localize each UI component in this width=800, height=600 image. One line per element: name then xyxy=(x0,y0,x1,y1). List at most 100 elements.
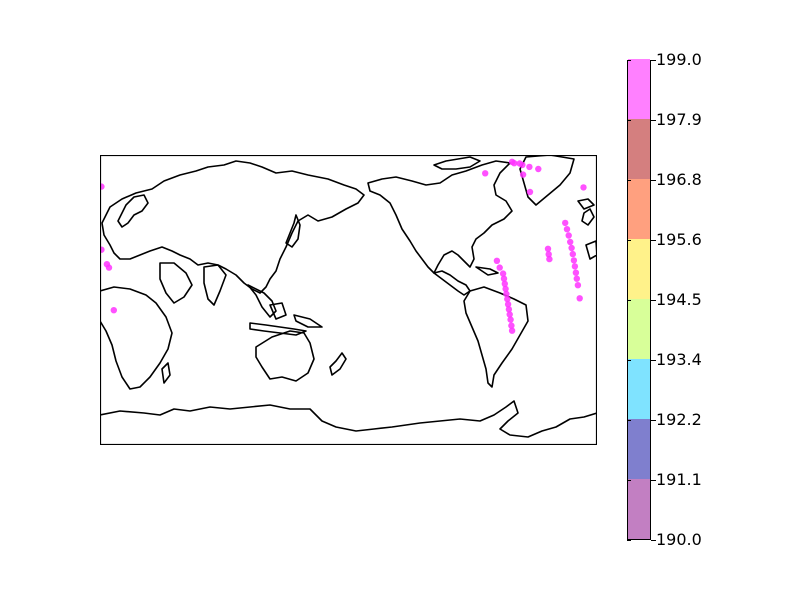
colorbar-tick-label: 191.1 xyxy=(656,470,702,489)
scatter-point xyxy=(105,264,113,271)
scatter-point xyxy=(545,251,552,258)
coastline-arabia xyxy=(159,262,193,304)
colorbar xyxy=(627,59,651,540)
scatter-point xyxy=(500,275,508,282)
colorbar-segment xyxy=(628,179,650,239)
colorbar-tick xyxy=(651,540,656,541)
scatter-point xyxy=(504,301,512,308)
colorbar-tick-label: 199.0 xyxy=(656,50,702,69)
scatter-point xyxy=(499,270,507,277)
colorbar-tick xyxy=(651,480,656,481)
colorbar-tick xyxy=(627,120,631,121)
scatter-point xyxy=(482,170,489,177)
map-frame xyxy=(100,155,597,445)
scatter-point xyxy=(100,183,105,190)
colorbar-segment xyxy=(628,239,650,299)
scatter-point xyxy=(493,257,501,264)
colorbar-segment xyxy=(628,479,650,539)
scatter-point xyxy=(506,311,513,318)
colorbar-tick xyxy=(627,180,631,181)
colorbar-segment xyxy=(628,359,650,419)
coastline-indonesia xyxy=(249,322,307,336)
scatter-point xyxy=(563,226,571,233)
scatter-point xyxy=(511,160,518,167)
scatter-point xyxy=(574,282,582,289)
colorbar-segment xyxy=(628,419,650,479)
coastline-antarctica xyxy=(100,400,597,438)
scatter-point xyxy=(571,263,579,270)
coastline-scandinavia xyxy=(117,194,149,228)
coastline-new-guinea xyxy=(293,314,323,328)
colorbar-tick-label: 196.8 xyxy=(656,170,702,189)
colorbar-tick xyxy=(627,240,631,241)
coastline-south-america xyxy=(463,286,529,388)
world-map xyxy=(100,155,597,445)
colorbar-tick xyxy=(627,480,631,481)
scatter-point xyxy=(570,257,578,264)
scatter-point xyxy=(562,219,569,227)
scatter-point xyxy=(568,244,575,252)
coastline-europe-east-edge xyxy=(585,240,597,260)
scatter-point xyxy=(580,184,587,191)
coastline-greenland xyxy=(519,155,575,206)
coastline-australia xyxy=(255,330,315,382)
colorbar-tick xyxy=(627,540,631,541)
scatter-point xyxy=(508,322,515,329)
coastline-central-america xyxy=(433,270,471,296)
colorbar-tick xyxy=(627,360,631,361)
scatter-point xyxy=(569,250,576,258)
scatter-points xyxy=(100,158,587,334)
colorbar-tick xyxy=(627,420,631,421)
scatter-point xyxy=(535,165,542,173)
scatter-point xyxy=(519,161,526,169)
colorbar-tick xyxy=(651,420,656,421)
scatter-point xyxy=(508,327,516,334)
scatter-point xyxy=(526,163,533,171)
coastline-eurasia xyxy=(101,160,365,294)
colorbar-tick-label: 190.0 xyxy=(656,530,702,549)
coastline-japan xyxy=(285,214,301,248)
scatter-point xyxy=(502,285,509,293)
colorbar-tick xyxy=(651,240,656,241)
scatter-point xyxy=(573,275,580,282)
coastline-india xyxy=(203,264,227,306)
scatter-point xyxy=(576,295,583,302)
coastline-new-zealand xyxy=(329,352,347,376)
colorbar-tick xyxy=(651,300,656,301)
colorbar-segment xyxy=(628,59,650,119)
colorbar-tick-label: 195.6 xyxy=(656,230,702,249)
scatter-point xyxy=(507,316,514,323)
map-panel xyxy=(100,155,597,445)
coastline-caribbean xyxy=(475,266,499,276)
scatter-point xyxy=(501,280,508,287)
colorbar-tick xyxy=(651,60,656,61)
scatter-point xyxy=(544,245,552,252)
scatter-point xyxy=(505,306,513,313)
colorbar-tick-label: 193.4 xyxy=(656,350,702,369)
colorbar-tick-label: 192.2 xyxy=(656,410,702,429)
colorbar-segment xyxy=(628,299,650,359)
scatter-point xyxy=(503,290,510,298)
scatter-point xyxy=(526,188,534,196)
coastline-africa xyxy=(100,286,173,390)
colorbar-tick-label: 197.9 xyxy=(656,110,702,129)
scatter-point xyxy=(100,246,105,253)
coastline-uk xyxy=(581,208,595,226)
scatter-point xyxy=(110,307,117,314)
colorbar-tick xyxy=(651,180,656,181)
coastline-arctic-islands xyxy=(433,156,481,170)
scatter-point xyxy=(567,238,574,246)
scatter-point xyxy=(572,269,580,276)
colorbar-tick xyxy=(651,360,656,361)
colorbar-segment xyxy=(628,119,650,179)
scatter-point xyxy=(519,171,527,178)
coastline-southeast-asia xyxy=(247,284,277,318)
colorbar-tick xyxy=(651,120,656,121)
colorbar-tick xyxy=(627,60,631,61)
scatter-point xyxy=(504,295,511,303)
colorbar-tick xyxy=(627,300,631,301)
colorbar-tick-label: 194.5 xyxy=(656,290,702,309)
coastline-iceland xyxy=(577,198,595,210)
scatter-point xyxy=(565,232,572,239)
coastline-madagascar xyxy=(161,362,171,384)
